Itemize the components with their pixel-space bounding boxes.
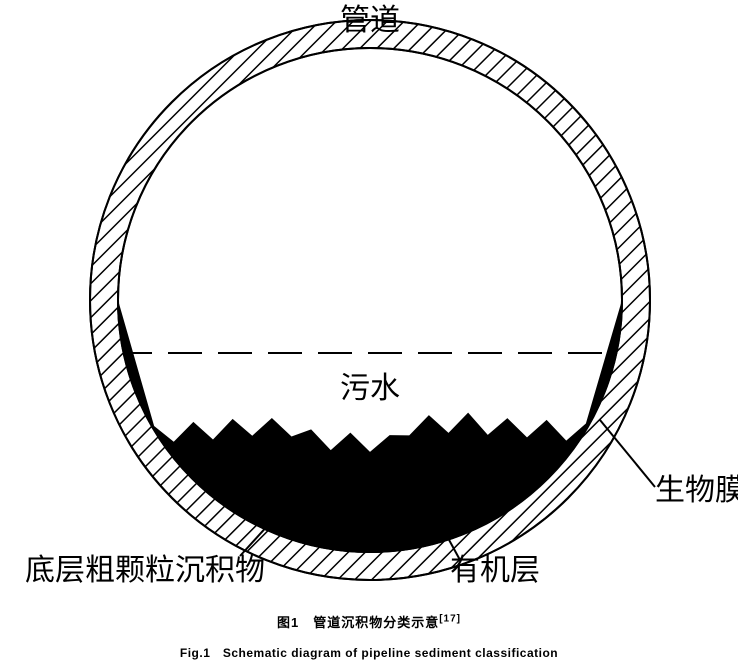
label-biofilm: 生物膜	[655, 474, 738, 507]
caption-citation: [17]	[439, 614, 461, 625]
label-coarse: 底层粗颗粒沉积物	[25, 554, 265, 587]
caption-chinese-text: 图1 管道沉积物分类示意	[277, 615, 439, 630]
caption-chinese: 图1 管道沉积物分类示意[17]	[0, 612, 738, 631]
leader-biofilm	[600, 420, 655, 487]
caption-english: Fig.1 Schematic diagram of pipeline sedi…	[0, 644, 738, 661]
label-sewage: 污水	[340, 372, 400, 405]
pipeline-sediment-diagram: 管道污水生物膜有机层 底层粗颗粒沉积物	[0, 0, 738, 600]
figure-stage: 管道污水生物膜有机层 底层粗颗粒沉积物 图1 管道沉积物分类示意[17] Fig.…	[0, 0, 738, 668]
label-organic: 有机层	[450, 554, 540, 587]
label-pipe: 管道	[340, 4, 400, 37]
